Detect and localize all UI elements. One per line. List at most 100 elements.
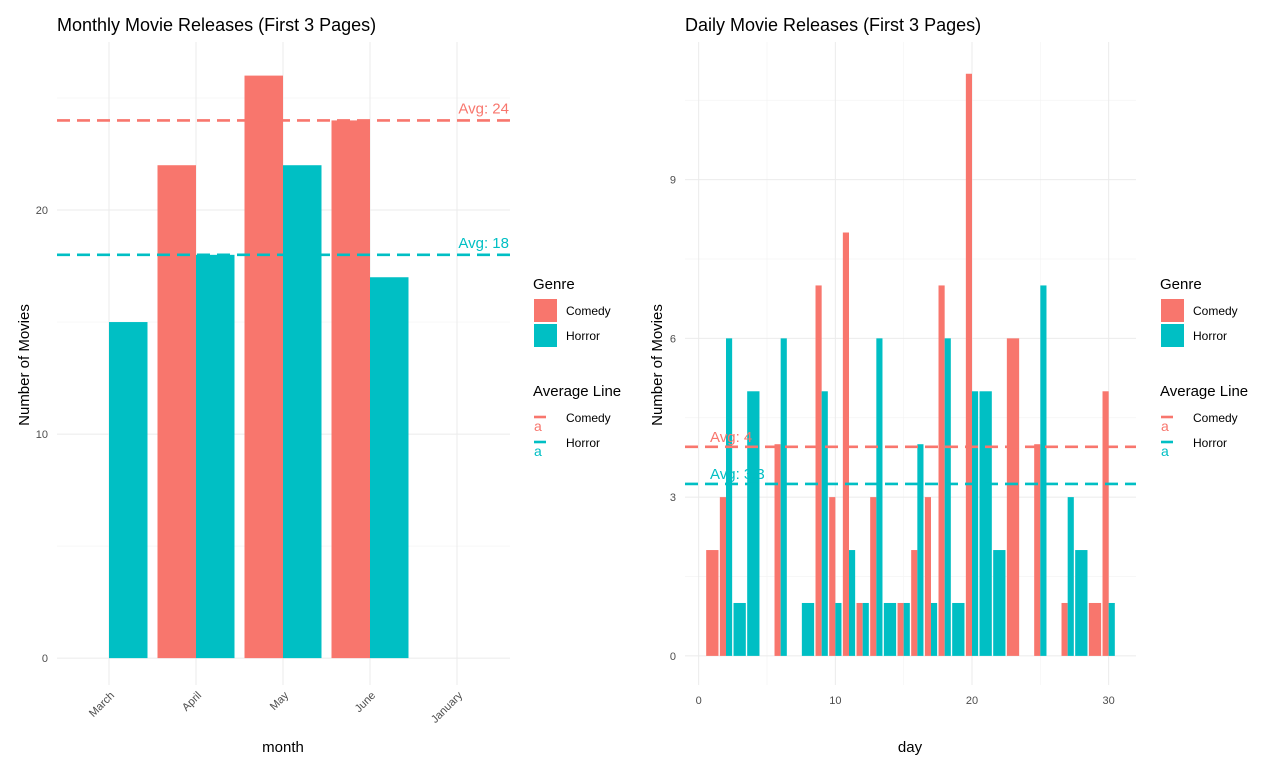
monthly-legend-average-title: Average Line (533, 383, 621, 400)
daily-legend-key-horror (1161, 324, 1184, 347)
bar-horror-april (196, 254, 235, 659)
bar-comedy-day-29 (1088, 602, 1102, 656)
bar-horror-day-27 (1067, 497, 1074, 656)
daily-legend-average-title: Average Line (1160, 383, 1248, 400)
average-label-comedy: Avg: 24 (458, 100, 509, 117)
bar-comedy-day-1 (706, 550, 719, 656)
daily-legend-genre-title: Genre (1160, 276, 1202, 293)
bar-horror-day-10 (835, 602, 842, 656)
daily-legend-avg-label-comedy: Comedy (1193, 411, 1238, 425)
bar-horror-day-6 (780, 338, 787, 656)
monthly-legend: Genre Comedy Horror Average Line a Comedy a Hor… (533, 276, 621, 459)
monthly-legend-genre-title: Genre (533, 276, 575, 293)
average-label-horror: Avg: 18 (458, 235, 509, 252)
monthly-y-ticks: 0 10 20 (36, 205, 48, 665)
bar-horror-day-2 (726, 338, 733, 656)
bar-horror-day-9 (821, 391, 828, 656)
daily-x-ticks: 0 10 20 30 (696, 695, 1115, 707)
monthly-legend-avg-glyph-horror: a (534, 443, 542, 459)
x-tick-label-may: May (268, 689, 292, 713)
bar-comedy-day-27 (1061, 602, 1068, 656)
monthly-legend-avg-label-horror: Horror (566, 436, 600, 450)
daily-legend-avg-glyph-horror: a (1161, 443, 1169, 459)
y-tick-label: 6 (670, 333, 676, 345)
y-tick-label: 9 (670, 175, 676, 187)
x-tick-label: 10 (829, 695, 841, 707)
bar-horror-day-16 (917, 444, 924, 656)
monthly-bars (109, 75, 409, 659)
daily-legend-label-horror: Horror (1193, 329, 1227, 343)
bar-horror-june (370, 277, 409, 659)
monthly-x-ticks: March April May June January (87, 689, 465, 726)
bar-comedy-day-13 (870, 497, 877, 656)
bar-comedy-april (157, 165, 196, 659)
monthly-y-axis-title: Number of Movies (16, 304, 33, 426)
daily-average-lines: Avg: 4 Avg: 3.3 (685, 429, 1136, 486)
monthly-average-lines: Avg: 24 Avg: 18 (57, 100, 510, 257)
bar-horror-day-22 (993, 550, 1006, 656)
bar-comedy-day-18 (938, 285, 945, 656)
daily-legend-key-comedy (1161, 299, 1184, 322)
monthly-chart: Monthly Movie Releases (First 3 Pages) A… (16, 15, 621, 756)
average-label-horror: Avg: 3.3 (710, 466, 765, 483)
monthly-legend-label-comedy: Comedy (566, 304, 611, 318)
daily-bars (706, 73, 1115, 656)
bar-comedy-day-23 (1006, 338, 1020, 656)
bar-comedy-day-16 (911, 550, 918, 656)
bar-horror-day-15 (903, 602, 910, 656)
bar-horror-day-13 (876, 338, 883, 656)
bar-horror-day-30 (1108, 602, 1115, 656)
bar-comedy-day-17 (924, 497, 931, 656)
bar-comedy-day-25 (1034, 444, 1041, 656)
x-tick-label: 30 (1103, 695, 1115, 707)
bar-comedy-day-15 (897, 602, 904, 656)
average-label-comedy: Avg: 4 (710, 429, 752, 446)
monthly-legend-avg-label-comedy: Comedy (566, 411, 611, 425)
bar-horror-day-3 (733, 602, 746, 656)
daily-y-ticks: 0 3 6 9 (670, 175, 676, 663)
bar-comedy-june (331, 120, 370, 659)
bar-comedy-day-2 (719, 497, 726, 656)
daily-chart-title: Daily Movie Releases (First 3 Pages) (685, 15, 981, 35)
x-tick-label: 20 (966, 695, 978, 707)
bar-horror-day-28 (1075, 550, 1088, 656)
bar-horror-day-18 (944, 338, 951, 656)
y-tick-label: 0 (670, 651, 676, 663)
bar-horror-day-17 (931, 602, 938, 656)
bar-comedy-day-9 (815, 285, 822, 656)
monthly-legend-key-horror (534, 324, 557, 347)
bar-horror-day-4 (747, 391, 760, 656)
x-tick-label: 0 (696, 695, 702, 707)
daily-legend-avg-label-horror: Horror (1193, 436, 1227, 450)
bar-horror-day-12 (862, 602, 869, 656)
daily-legend-avg-glyph-comedy: a (1161, 418, 1169, 434)
monthly-x-axis-title: month (262, 739, 304, 756)
bar-horror-day-25 (1040, 285, 1047, 656)
bar-horror-day-21 (979, 391, 992, 656)
x-tick-label-june: June (353, 690, 378, 715)
bar-horror-day-14 (883, 602, 897, 656)
daily-legend: Genre Comedy Horror Average Line a Comedy a Hor… (1160, 276, 1248, 459)
bar-comedy-day-20 (965, 73, 972, 656)
daily-chart: Daily Movie Releases (First 3 Pages) Avg… (649, 15, 1248, 756)
x-tick-label-april: April (180, 690, 204, 714)
bar-horror-day-11 (849, 550, 856, 656)
y-tick-label: 3 (670, 492, 676, 504)
bar-comedy-may (244, 75, 283, 659)
bar-comedy-day-12 (856, 602, 863, 656)
bar-comedy-day-30 (1102, 391, 1109, 656)
daily-x-axis-title: day (898, 739, 923, 756)
bar-comedy-day-11 (842, 232, 849, 656)
daily-y-axis-title: Number of Movies (649, 304, 666, 426)
bar-horror-march (109, 322, 148, 659)
x-tick-label-january: January (429, 689, 466, 726)
bar-comedy-day-10 (829, 497, 836, 656)
x-tick-label-march: March (87, 690, 117, 720)
y-tick-label: 10 (36, 429, 48, 441)
bar-horror-day-20 (972, 391, 979, 656)
bar-horror-day-19 (952, 602, 965, 656)
monthly-legend-avg-glyph-comedy: a (534, 418, 542, 434)
bar-comedy-day-6 (774, 444, 781, 656)
y-tick-label: 20 (36, 205, 48, 217)
